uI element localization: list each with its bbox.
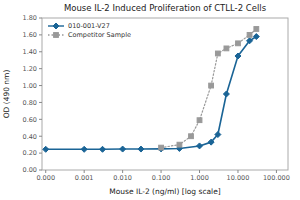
point [253, 34, 259, 40]
point [247, 32, 252, 37]
y-tick [39, 136, 42, 137]
y-tick-label: 0.00 [23, 166, 37, 174]
legend: 010-001-V27Competitor Sample [48, 22, 131, 39]
y-tick-label: 1.60 [23, 31, 37, 39]
y-tick [39, 68, 42, 69]
x-tick-label: 0.100 [152, 174, 171, 182]
legend-marker [54, 33, 59, 38]
point [224, 46, 229, 51]
point [100, 146, 106, 152]
point [159, 145, 164, 150]
x-tick [122, 170, 123, 173]
point [189, 134, 194, 139]
point [177, 142, 182, 147]
point [254, 27, 259, 32]
x-axis-label: Mouse IL-2 (ng/ml) [log scale] [109, 187, 221, 196]
point [158, 146, 164, 152]
y-tick-label: 0.20 [23, 149, 37, 157]
point [209, 83, 214, 88]
y-tick-label: 0.60 [23, 116, 37, 124]
y-tick-label: 1.00 [23, 82, 37, 90]
point [247, 38, 253, 44]
y-tick [39, 51, 42, 52]
chart: 0.000 0.001 0.010 0.100 1.000 10.000 100.000 0.… [0, 0, 300, 200]
legend-label: 010-001-V27 [68, 22, 110, 30]
y-tick [39, 34, 42, 35]
legend-marker [53, 23, 59, 29]
y-axis-label: OD (490 nm) [2, 70, 11, 119]
point [215, 132, 221, 138]
x-tick [237, 170, 238, 173]
title: Mouse IL-2 Induced Proliferation of CTLL… [64, 3, 267, 13]
point [120, 146, 126, 152]
y-tick-label: 0.40 [23, 133, 37, 141]
x-tick-label: 0.000 [36, 174, 55, 182]
y-tick [39, 85, 42, 86]
x-tick-label: 1.000 [190, 174, 209, 182]
y-tick-label: 1.20 [23, 65, 37, 73]
y-tick [39, 153, 42, 154]
y-tick [39, 102, 42, 103]
x-tick [161, 170, 162, 173]
point [223, 91, 229, 97]
point [43, 146, 49, 152]
x-tick-label: 0.001 [75, 174, 94, 182]
y-tick-label: 0.80 [23, 99, 37, 107]
x-tick-label: 100.000 [263, 174, 290, 182]
point [215, 51, 220, 56]
point [208, 139, 214, 145]
series-line [161, 29, 256, 148]
y-tick [39, 119, 42, 120]
point [235, 53, 241, 59]
y-tick-label: 1.80 [23, 14, 37, 22]
x-tick [276, 170, 277, 173]
point [81, 146, 87, 152]
plot-frame [42, 18, 288, 170]
x-tick-label: 0.010 [113, 174, 132, 182]
legend-label: Competitor Sample [68, 31, 131, 39]
y-tick [39, 18, 42, 19]
point [197, 143, 203, 149]
x-tick [84, 170, 85, 173]
point [236, 41, 241, 46]
series-line [46, 37, 257, 150]
x-tick-label: 10.000 [227, 174, 250, 182]
x-tick [45, 170, 46, 173]
y-tick [39, 170, 42, 171]
plot-data [43, 27, 260, 153]
x-tick [199, 170, 200, 173]
point [138, 146, 144, 152]
point [197, 118, 202, 123]
y-tick-label: 1.40 [23, 48, 37, 56]
